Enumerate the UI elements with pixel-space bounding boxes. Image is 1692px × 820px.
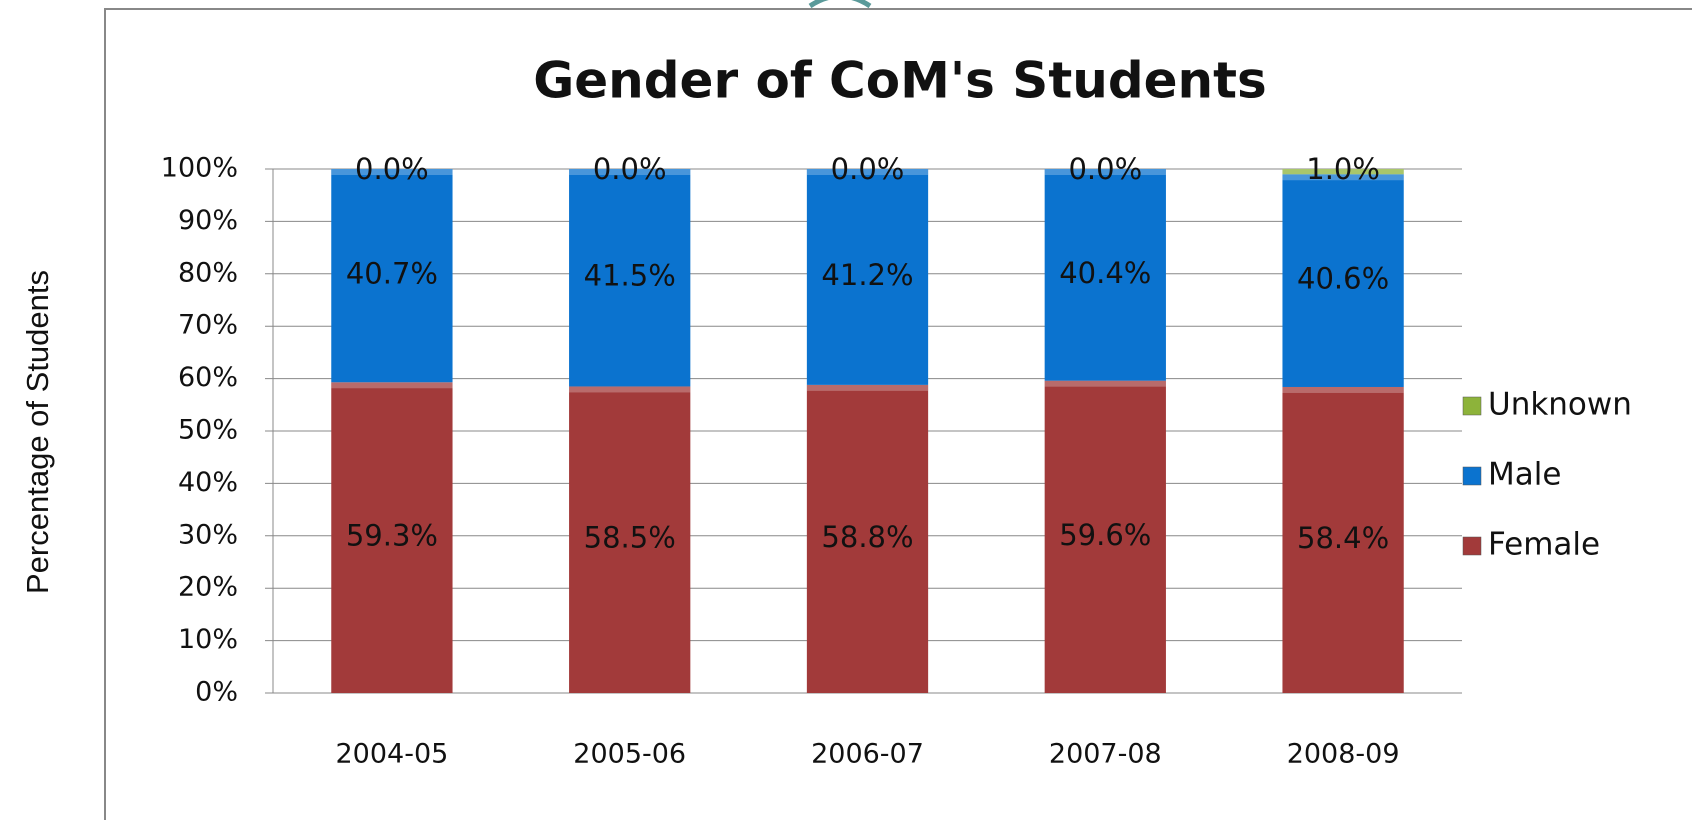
x-tick-label: 2007-08: [1049, 739, 1162, 770]
bar-segment: [806, 169, 929, 385]
data-label: 0.0%: [593, 152, 667, 186]
bar-highlight: [569, 169, 691, 175]
data-label: 58.8%: [821, 520, 913, 554]
y-tick-label: 100%: [161, 153, 238, 184]
legend-label: Unknown: [1488, 387, 1632, 423]
y-tick-label: 80%: [178, 257, 238, 288]
chart-title: Gender of CoM's Students: [533, 52, 1267, 110]
y-tick-label: 70%: [178, 310, 238, 341]
y-tick-label: 40%: [178, 467, 238, 498]
bar-highlight: [331, 382, 453, 389]
bar-highlight: [1282, 169, 1404, 175]
data-label: 0.0%: [831, 152, 905, 186]
x-tick-label: 2006-07: [811, 739, 924, 770]
bar-highlight: [1044, 380, 1166, 387]
bar-highlight: [1282, 386, 1404, 393]
y-tick-label: 50%: [178, 415, 238, 446]
data-label: 40.7%: [346, 257, 438, 291]
data-label: 1.0%: [1306, 152, 1380, 186]
bar-segment: [806, 384, 929, 693]
bar-segment: [569, 386, 691, 693]
bar-highlight: [569, 386, 691, 393]
legend-swatch: [1462, 396, 1482, 416]
data-label: 41.5%: [584, 259, 676, 293]
x-tick-label: 2008-09: [1287, 739, 1400, 770]
bar-highlight: [331, 169, 453, 175]
data-label: 59.6%: [1059, 518, 1151, 552]
y-tick-label: 0%: [195, 677, 238, 708]
data-label: 41.2%: [821, 258, 913, 292]
data-label: 40.4%: [1059, 256, 1151, 290]
legend-swatch: [1462, 466, 1482, 486]
bar-highlight: [1282, 174, 1404, 181]
x-tick-label: 2005-06: [573, 739, 686, 770]
y-tick-label: 90%: [178, 205, 238, 236]
bar-segment: [1282, 174, 1404, 387]
data-label: 59.3%: [346, 519, 438, 553]
bar-segment: [331, 382, 453, 693]
bar-segment: [569, 169, 691, 387]
legend-label: Male: [1488, 457, 1561, 493]
bar-segment: [1044, 169, 1166, 381]
decor-arc: [808, 0, 872, 9]
data-label: 58.5%: [584, 521, 676, 555]
y-axis-label: Percentage of Students: [20, 270, 55, 594]
legend-swatch: [1462, 536, 1482, 556]
legend-label: Female: [1488, 527, 1600, 563]
y-tick-label: 10%: [178, 624, 238, 655]
data-label: 40.6%: [1297, 262, 1389, 296]
bar-segment: [1044, 380, 1166, 693]
bar-highlight: [806, 384, 929, 391]
x-tick-label: 2004-05: [335, 739, 448, 770]
y-tick-label: 30%: [178, 519, 238, 550]
data-label: 58.4%: [1297, 521, 1389, 555]
y-tick-label: 60%: [178, 362, 238, 393]
data-label: 0.0%: [1068, 152, 1142, 186]
bar-segment: [331, 169, 453, 383]
data-label: 0.0%: [355, 152, 429, 186]
bar-segment: [1282, 169, 1404, 175]
bar-highlight: [806, 169, 929, 175]
y-tick-label: 20%: [178, 572, 238, 603]
bar-highlight: [1044, 169, 1166, 175]
bar-segment: [1282, 386, 1404, 693]
